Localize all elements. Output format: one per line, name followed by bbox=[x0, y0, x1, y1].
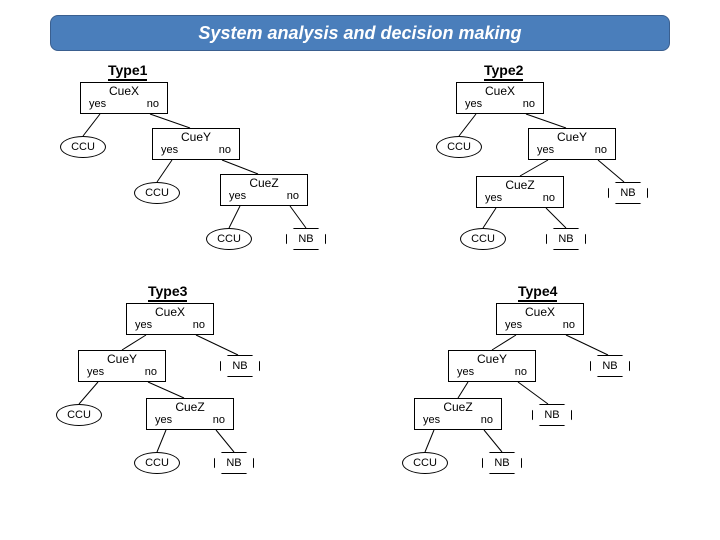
type1-cuez: CueZ yes no bbox=[220, 174, 308, 206]
type2-cuey: CueY yes no bbox=[528, 128, 616, 160]
type4-nb3: NB bbox=[482, 452, 522, 474]
type3-label: Type3 bbox=[148, 283, 187, 302]
type2-ccu1: CCU bbox=[436, 136, 482, 158]
type3-nb2: NB bbox=[214, 452, 254, 474]
no-label: no bbox=[213, 414, 225, 426]
yes-label: yes bbox=[135, 319, 152, 331]
cue-label: CueZ bbox=[477, 179, 563, 192]
yes-label: yes bbox=[485, 192, 502, 204]
type4-cuez: CueZ yes no bbox=[414, 398, 502, 430]
no-label: no bbox=[523, 98, 535, 110]
yes-label: yes bbox=[155, 414, 172, 426]
no-label: no bbox=[219, 144, 231, 156]
no-label: no bbox=[287, 190, 299, 202]
type3-ccu2: CCU bbox=[134, 452, 180, 474]
type2-cuez: CueZ yes no bbox=[476, 176, 564, 208]
yes-label: yes bbox=[89, 98, 106, 110]
tree-edges bbox=[0, 0, 720, 540]
cue-label: CueX bbox=[127, 306, 213, 319]
type3-cuex: CueX yes no bbox=[126, 303, 214, 335]
type3-cuez: CueZ yes no bbox=[146, 398, 234, 430]
yes-label: yes bbox=[229, 190, 246, 202]
type3-ccu1: CCU bbox=[56, 404, 102, 426]
type2-cuex: CueX yes no bbox=[456, 82, 544, 114]
cue-label: CueX bbox=[81, 85, 167, 98]
type4-cuex: CueX yes no bbox=[496, 303, 584, 335]
type4-nb1: NB bbox=[590, 355, 630, 377]
cue-label: CueY bbox=[449, 353, 535, 366]
type2-ccu2: CCU bbox=[460, 228, 506, 250]
cue-label: CueZ bbox=[415, 401, 501, 414]
yes-label: yes bbox=[537, 144, 554, 156]
cue-label: CueY bbox=[153, 131, 239, 144]
type1-ccu3: CCU bbox=[206, 228, 252, 250]
type2-label: Type2 bbox=[484, 62, 523, 81]
page-title: System analysis and decision making bbox=[198, 23, 521, 44]
type4-cuey: CueY yes no bbox=[448, 350, 536, 382]
type4-ccu1: CCU bbox=[402, 452, 448, 474]
cue-label: CueX bbox=[457, 85, 543, 98]
type4-nb2: NB bbox=[532, 404, 572, 426]
cue-label: CueY bbox=[529, 131, 615, 144]
yes-label: yes bbox=[161, 144, 178, 156]
no-label: no bbox=[543, 192, 555, 204]
type4-label: Type4 bbox=[518, 283, 557, 302]
type2-nb2: NB bbox=[546, 228, 586, 250]
yes-label: yes bbox=[423, 414, 440, 426]
no-label: no bbox=[595, 144, 607, 156]
yes-label: yes bbox=[465, 98, 482, 110]
type1-nb1: NB bbox=[286, 228, 326, 250]
yes-label: yes bbox=[87, 366, 104, 378]
no-label: no bbox=[147, 98, 159, 110]
type3-cuey: CueY yes no bbox=[78, 350, 166, 382]
no-label: no bbox=[145, 366, 157, 378]
yes-label: yes bbox=[505, 319, 522, 331]
type2-nb1: NB bbox=[608, 182, 648, 204]
no-label: no bbox=[481, 414, 493, 426]
type1-cuex: CueX yes no bbox=[80, 82, 168, 114]
type1-label: Type1 bbox=[108, 62, 147, 81]
no-label: no bbox=[515, 366, 527, 378]
type1-ccu1: CCU bbox=[60, 136, 106, 158]
title-bar: System analysis and decision making bbox=[50, 15, 670, 51]
type3-nb1: NB bbox=[220, 355, 260, 377]
type1-cuey: CueY yes no bbox=[152, 128, 240, 160]
yes-label: yes bbox=[457, 366, 474, 378]
no-label: no bbox=[193, 319, 205, 331]
no-label: no bbox=[563, 319, 575, 331]
type1-ccu2: CCU bbox=[134, 182, 180, 204]
cue-label: CueZ bbox=[221, 177, 307, 190]
cue-label: CueY bbox=[79, 353, 165, 366]
cue-label: CueZ bbox=[147, 401, 233, 414]
cue-label: CueX bbox=[497, 306, 583, 319]
